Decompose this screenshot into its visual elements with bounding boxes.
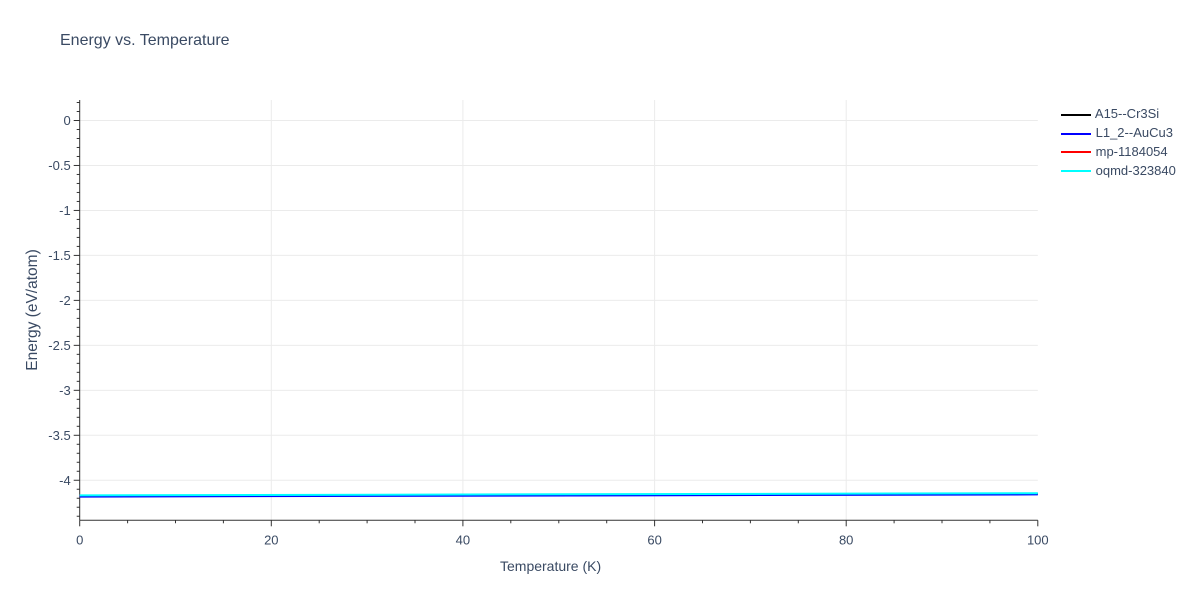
svg-text:-4: -4: [59, 473, 71, 488]
svg-text:-3.5: -3.5: [48, 428, 70, 443]
svg-text:-2.5: -2.5: [48, 338, 70, 353]
svg-text:100: 100: [1027, 532, 1049, 547]
svg-text:-2: -2: [59, 293, 71, 308]
svg-text:-1: -1: [59, 203, 71, 218]
svg-text:-3: -3: [59, 383, 71, 398]
svg-text:40: 40: [456, 532, 470, 547]
svg-text:0: 0: [76, 532, 83, 547]
svg-text:60: 60: [647, 532, 661, 547]
svg-text:20: 20: [264, 532, 278, 547]
svg-text:-0.5: -0.5: [48, 158, 70, 173]
svg-text:0: 0: [63, 113, 70, 128]
svg-text:80: 80: [839, 532, 853, 547]
svg-text:-1.5: -1.5: [48, 248, 70, 263]
